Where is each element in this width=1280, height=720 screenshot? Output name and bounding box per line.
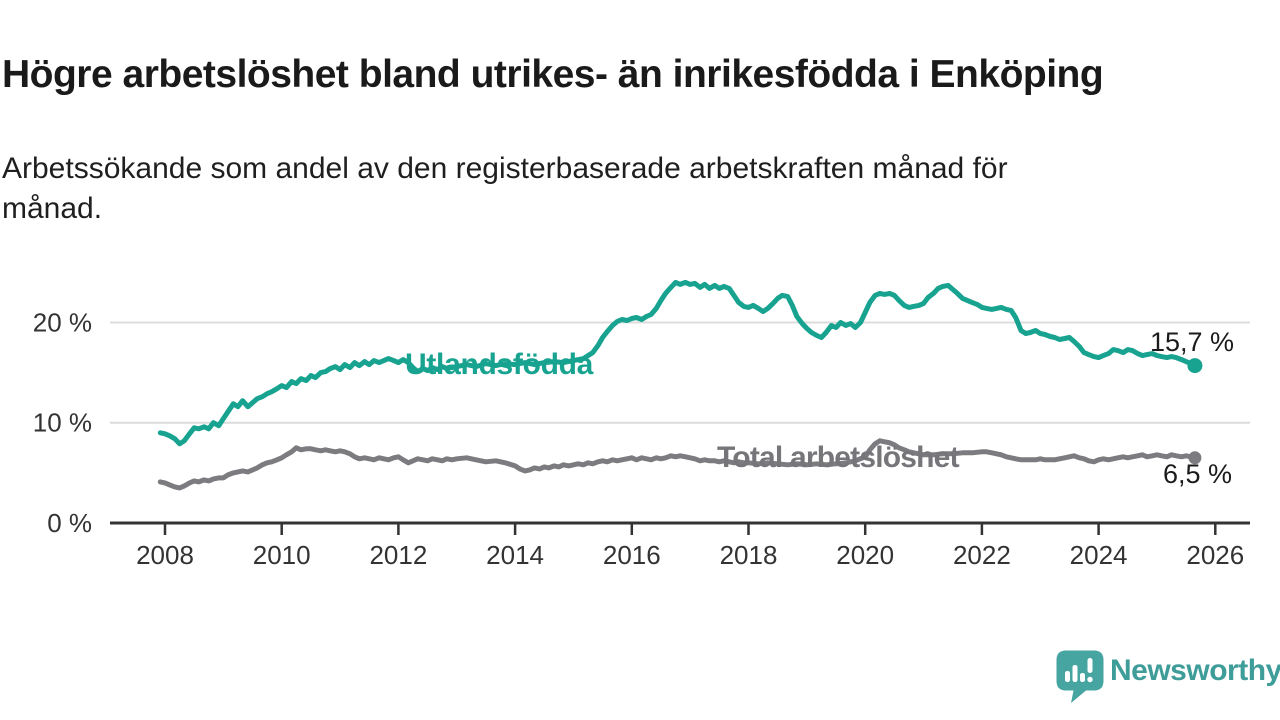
- x-axis-label-2026: 2026: [1186, 540, 1244, 570]
- x-axis-label-2024: 2024: [1070, 540, 1128, 570]
- newsworthy-speech-bubble-bar-chart-icon: [1056, 650, 1106, 709]
- end-point-utlandsfodda: [1187, 358, 1203, 374]
- series-label-utlandsfodda: Utlandsfödda: [405, 348, 594, 381]
- y-axis-label-10: 10 %: [33, 408, 92, 438]
- series-line-total: [157, 438, 1198, 491]
- x-axis-label-2020: 2020: [836, 540, 894, 570]
- newsworthy-wordmark: Newsworthy: [1110, 654, 1280, 687]
- gridlines: [110, 321, 1250, 424]
- y-axis-label-20: 20 %: [33, 308, 92, 338]
- x-axis-label-2014: 2014: [486, 540, 544, 570]
- x-axis-label-2012: 2012: [369, 540, 427, 570]
- x-axis-label-2018: 2018: [720, 540, 778, 570]
- end-point-total: [1188, 451, 1202, 465]
- series-line-utlandsfodda: [157, 279, 1198, 447]
- end-value-label-utlandsfodda: 15,7 %: [1150, 327, 1234, 357]
- series-lines: [157, 279, 1203, 491]
- newsworthy-logo-link[interactable]: Newsworthy: [1056, 648, 1280, 708]
- end-value-label-total: 6,5 %: [1163, 459, 1232, 489]
- subtitle-line-1: Arbetssökande som andel av den registerb…: [2, 152, 1008, 185]
- page-title: Högre arbetslöshet bland utrikes- än inr…: [2, 53, 1104, 97]
- series-label-total-arbetsloshet: Total arbetslöshet: [717, 441, 960, 474]
- x-axis-label-2022: 2022: [953, 540, 1011, 570]
- chart-subtitle: Arbetssökande som andel av den registerb…: [2, 149, 1202, 229]
- subtitle-line-2: månad.: [2, 192, 103, 225]
- x-axis-labels: 2008 2010 2012 2014 2016 2018 2020 2022 2024 2026: [136, 540, 1244, 570]
- x-axis-label-2008: 2008: [136, 540, 194, 570]
- y-axis-label-0: 0 %: [47, 508, 92, 538]
- x-axis-label-2010: 2010: [253, 540, 311, 570]
- y-axis-labels: 0 % 10 % 20 %: [33, 308, 92, 539]
- x-axis-ticks: [163, 524, 1217, 535]
- x-axis-label-2016: 2016: [603, 540, 661, 570]
